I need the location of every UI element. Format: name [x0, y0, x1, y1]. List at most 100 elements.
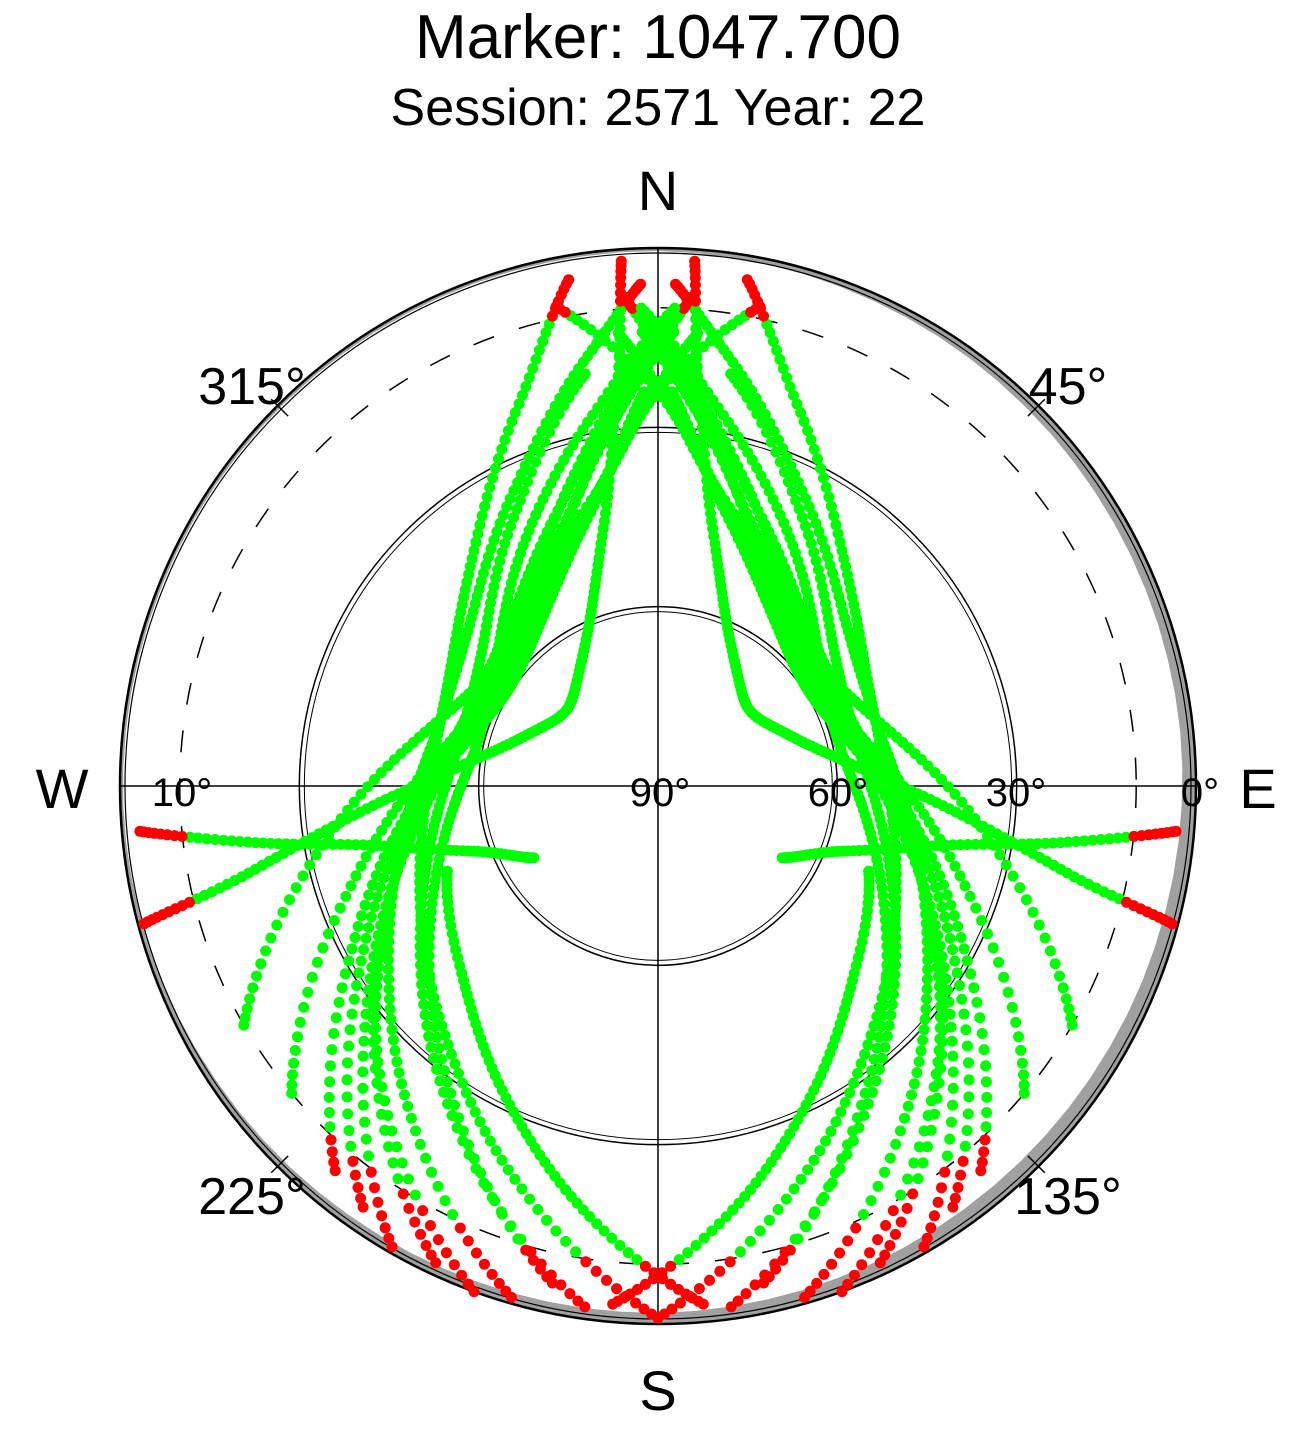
track-point: [613, 351, 625, 363]
track-point: [763, 1214, 775, 1226]
track-point: [917, 1157, 929, 1169]
low-elevation-point: [470, 1247, 482, 1259]
low-elevation-point: [976, 1156, 988, 1168]
track-point: [812, 564, 824, 576]
track-point: [934, 1033, 946, 1045]
track-point: [777, 363, 789, 374]
low-elevation-point: [376, 1210, 388, 1222]
track-point: [952, 920, 964, 932]
track-point: [576, 453, 588, 465]
track-point: [496, 546, 508, 558]
low-elevation-point: [432, 1234, 444, 1246]
track-point: [913, 1141, 925, 1153]
track-point: [1032, 838, 1044, 850]
track-point: [570, 1246, 582, 1258]
track-point: [357, 1082, 369, 1094]
track-point: [382, 1110, 394, 1121]
low-elevation-point: [732, 1295, 744, 1307]
track-point: [1010, 1016, 1022, 1028]
track-point: [691, 351, 703, 363]
low-elevation-point: [784, 1244, 796, 1256]
track-point: [357, 1066, 369, 1078]
track-point: [480, 559, 492, 571]
track-point: [298, 1001, 310, 1013]
track-point: [287, 1069, 298, 1081]
track-point: [304, 859, 316, 871]
track-point: [863, 865, 875, 877]
track-point: [789, 468, 801, 480]
satellite-track: [618, 291, 1030, 1099]
track-point: [518, 485, 530, 497]
track-point: [993, 956, 1005, 968]
low-elevation-point: [770, 1263, 782, 1275]
low-elevation-point: [665, 1278, 677, 1290]
track-point: [825, 1125, 837, 1137]
track-point: [426, 982, 438, 994]
track-point: [383, 945, 394, 957]
track-point: [388, 874, 400, 886]
track-point: [1016, 1057, 1028, 1069]
low-elevation-point: [670, 278, 681, 290]
track-point: [326, 1044, 338, 1056]
track-point: [936, 901, 948, 913]
track-point: [421, 1020, 433, 1031]
track-point: [277, 906, 289, 918]
track-point: [885, 945, 897, 957]
track-point: [888, 918, 900, 930]
track-point: [1078, 835, 1090, 847]
track-point: [725, 368, 737, 380]
track-point: [602, 386, 614, 398]
low-elevation-point: [856, 1259, 868, 1271]
track-point: [511, 503, 523, 515]
low-elevation-point: [918, 1241, 930, 1253]
track-point: [424, 973, 436, 985]
track-point: [631, 1254, 643, 1266]
track-point: [934, 990, 946, 1002]
track-point: [855, 1058, 867, 1070]
low-elevation-point: [563, 274, 575, 286]
track-point: [913, 1056, 925, 1068]
track-point: [457, 1125, 469, 1137]
track-point: [306, 971, 318, 983]
track-point: [859, 1048, 871, 1060]
low-elevation-point: [674, 1297, 686, 1309]
track-point: [971, 996, 983, 1008]
track-point: [496, 1154, 508, 1166]
track-point: [469, 1106, 481, 1118]
track-point: [226, 835, 238, 847]
low-elevation-point: [884, 1240, 896, 1251]
track-point: [936, 774, 947, 785]
track-point: [292, 1031, 303, 1043]
track-point: [934, 1011, 946, 1023]
track-point: [808, 1208, 820, 1220]
track-point: [890, 853, 902, 865]
track-point: [958, 1008, 970, 1020]
track-point: [698, 439, 710, 451]
track-point: [422, 964, 434, 976]
track-point: [791, 398, 803, 410]
low-elevation-point: [409, 1216, 421, 1228]
track-point: [1065, 1012, 1077, 1024]
low-elevation-point: [555, 1279, 567, 1291]
track-point: [441, 865, 453, 877]
track-point: [963, 1091, 975, 1103]
track-point: [919, 900, 931, 912]
track-point: [693, 388, 705, 400]
track-point: [340, 890, 352, 902]
low-elevation-point: [714, 1265, 726, 1277]
track-point: [834, 536, 846, 548]
track-point: [593, 419, 605, 431]
track-point: [591, 1218, 603, 1230]
track-point: [484, 1135, 496, 1147]
track-point: [532, 1204, 544, 1215]
track-point: [439, 1029, 451, 1041]
track-point: [345, 880, 357, 892]
track-point: [579, 368, 591, 380]
track-point: [938, 879, 950, 891]
low-elevation-point: [500, 1285, 512, 1297]
track-point: [1044, 945, 1056, 957]
track-point: [294, 1016, 306, 1028]
low-elevation-point: [836, 1286, 848, 1298]
elevation-label-30: 30°: [986, 771, 1047, 815]
track-point: [445, 1048, 457, 1060]
